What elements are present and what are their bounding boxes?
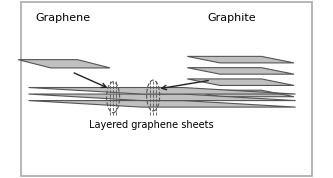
Polygon shape xyxy=(187,56,294,63)
Text: Graphene: Graphene xyxy=(35,13,90,23)
Polygon shape xyxy=(187,90,294,97)
Polygon shape xyxy=(187,79,294,85)
Polygon shape xyxy=(18,60,110,68)
Polygon shape xyxy=(29,88,296,94)
FancyBboxPatch shape xyxy=(21,2,312,176)
Text: Graphite: Graphite xyxy=(207,13,256,23)
Polygon shape xyxy=(187,68,294,74)
Polygon shape xyxy=(29,94,296,101)
Polygon shape xyxy=(29,101,296,107)
Text: Layered graphene sheets: Layered graphene sheets xyxy=(89,120,214,130)
